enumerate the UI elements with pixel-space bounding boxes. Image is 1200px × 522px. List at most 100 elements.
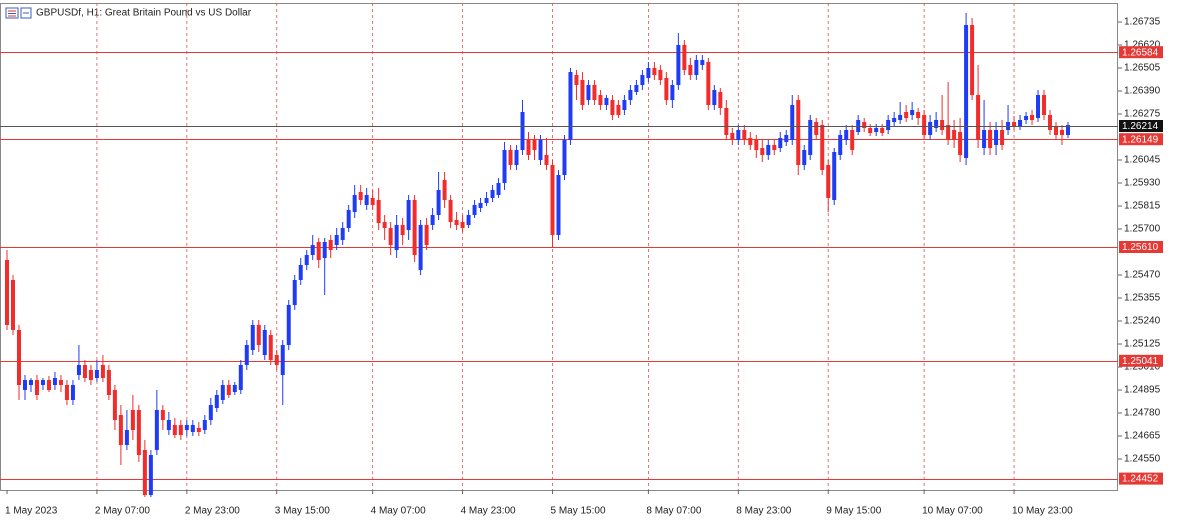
candle-body <box>646 68 651 78</box>
candle-body <box>922 115 927 135</box>
candle-body <box>658 70 663 80</box>
candle-body <box>256 325 261 345</box>
candle-body <box>490 190 495 198</box>
candle-body <box>1036 95 1041 118</box>
candle-body <box>508 150 513 165</box>
candle-body <box>34 380 39 395</box>
candle-body <box>682 45 687 70</box>
candle-body <box>118 415 123 445</box>
candle-body <box>580 80 585 105</box>
candle-body <box>622 100 627 110</box>
candle-body <box>814 122 819 135</box>
candle-body <box>550 165 555 235</box>
candle-body <box>70 385 75 400</box>
level-label-box <box>1119 133 1163 146</box>
candle-body <box>916 112 921 118</box>
chart-title: GBPUSDf, H1: Great Britain Pound vs US D… <box>36 8 252 19</box>
candle-body <box>640 75 645 85</box>
candle-body <box>406 200 411 230</box>
candle-body <box>100 365 105 378</box>
candle-body <box>52 378 57 385</box>
candle-body <box>460 222 465 228</box>
candle-body <box>418 225 423 270</box>
candle-body <box>532 140 537 150</box>
candle-body <box>130 410 135 430</box>
level-label: 1.26584 <box>1122 47 1159 58</box>
y-tick-label: 1.24665 <box>1124 431 1161 442</box>
candle-body <box>832 152 837 200</box>
x-tick-label: 2 May 07:00 <box>95 506 150 517</box>
x-tick-label: 5 May 15:00 <box>550 506 605 517</box>
candle-body <box>160 410 165 420</box>
candle-body <box>340 228 345 240</box>
x-tick-label: 4 May 23:00 <box>461 506 516 517</box>
candle-body <box>112 390 117 420</box>
candle-body <box>1024 116 1029 120</box>
candle-body <box>844 130 849 140</box>
candle-body <box>1000 130 1005 145</box>
candle-body <box>616 105 621 115</box>
y-tick-label: 1.26505 <box>1124 63 1161 74</box>
y-tick-label: 1.24895 <box>1124 385 1161 396</box>
candle-body <box>280 345 285 375</box>
candle-body <box>544 155 549 165</box>
candle-body <box>436 190 441 215</box>
last-price-label: 1.26214 <box>1122 121 1159 132</box>
candle-body <box>1066 125 1070 135</box>
candle-body <box>688 65 693 75</box>
y-tick-label: 1.25355 <box>1124 293 1161 304</box>
candle-body <box>952 130 957 140</box>
candle-body <box>148 455 153 495</box>
y-tick-label: 1.24780 <box>1124 408 1161 419</box>
candle-body <box>934 120 939 128</box>
candle-body <box>652 68 657 75</box>
candle-body <box>736 130 741 140</box>
candle-body <box>58 380 63 385</box>
candle-body <box>766 145 771 155</box>
y-tick-label: 1.25815 <box>1124 201 1161 212</box>
y-tick-label: 1.25010 <box>1124 362 1161 373</box>
x-tick-label: 1 May 2023 <box>5 506 58 517</box>
candle-body <box>598 95 603 105</box>
candle-body <box>940 120 945 130</box>
candle-body <box>304 255 309 265</box>
level-label: 1.24452 <box>1122 474 1159 485</box>
candle-body <box>88 370 93 380</box>
candle-body <box>790 105 795 140</box>
candle-body <box>664 78 669 100</box>
level-label-box <box>1119 354 1163 367</box>
candle-body <box>244 345 249 365</box>
candle-body <box>556 175 561 235</box>
candle-body <box>352 195 357 212</box>
candle-body <box>826 165 831 198</box>
x-tick-label: 10 May 07:00 <box>922 506 983 517</box>
candle-body <box>820 125 825 170</box>
candle-body <box>76 365 81 375</box>
candle-body <box>106 370 111 395</box>
candle-body <box>178 425 183 435</box>
y-tick-label: 1.25930 <box>1124 178 1161 189</box>
candle-body <box>502 150 507 183</box>
candle-body <box>82 365 87 378</box>
candle-body <box>46 380 51 390</box>
level-label: 1.26149 <box>1122 134 1159 145</box>
last-price-box <box>1119 120 1163 132</box>
candle-body <box>430 215 435 225</box>
candle-body <box>676 45 681 85</box>
y-tick-label: 1.26390 <box>1124 86 1161 97</box>
candle-body <box>868 128 873 133</box>
candle-body <box>754 140 759 150</box>
candle-body <box>454 220 459 225</box>
candle-body <box>904 112 909 118</box>
candle-body <box>1054 127 1059 135</box>
candle-body <box>22 380 27 390</box>
candle-body <box>10 280 15 330</box>
x-tick-label: 10 May 23:00 <box>1012 506 1073 517</box>
candle-body <box>442 180 447 200</box>
candle-body <box>400 225 405 235</box>
candle-body <box>784 135 789 142</box>
y-tick-label: 1.26045 <box>1124 155 1161 166</box>
candle-body <box>748 138 753 145</box>
candle-body <box>16 330 21 385</box>
